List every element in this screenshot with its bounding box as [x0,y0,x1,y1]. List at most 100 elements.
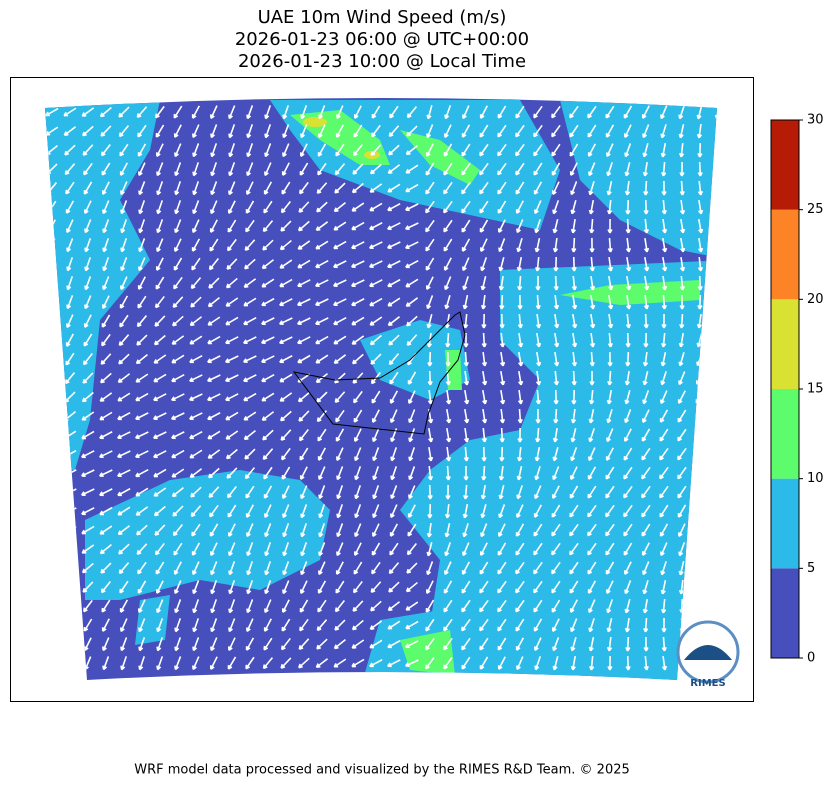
wind-arrow [427,389,434,405]
colorbar-segment [771,389,799,479]
wind-arrow [371,390,381,404]
wind-arrow [464,389,470,405]
wind-arrow [588,181,595,196]
wind-arrow [479,580,489,594]
wind-arrow [462,276,469,291]
wind-arrow [462,523,469,538]
wind-arrow [153,373,167,383]
wind-arrow [588,408,595,424]
wind-arrow [261,373,275,383]
wind-arrow [696,523,704,538]
wind-arrow [154,295,165,309]
wind-arrow [64,144,76,156]
wind-arrow [660,542,668,557]
wind-arrow [225,355,239,364]
wind-arrow [479,238,488,252]
wind-arrow [589,237,595,253]
wind-arrow [351,241,365,250]
wind-arrow [65,656,74,670]
wind-arrow [192,181,200,196]
wind-arrow [118,106,130,118]
wind-arrow [227,200,236,214]
wind-arrow [624,162,631,177]
wind-arrow [334,182,346,194]
wind-arrow [81,430,95,440]
wind-arrow [47,371,57,385]
wind-arrow [45,507,59,516]
wind-arrow [173,276,183,290]
wind-arrow [516,256,523,272]
colorbar: 0 5 10 15 20 25 30 [770,113,824,666]
wind-arrow [135,450,149,459]
wind-arrow [174,656,182,671]
wind-arrow [45,488,59,497]
wind-arrow [279,355,293,364]
wind-arrow [189,335,203,345]
wind-arrow [607,370,613,386]
wind-arrow [264,580,272,595]
wind-arrow [606,199,613,215]
wind-arrow [408,466,416,481]
wind-arrow [155,561,165,575]
wind-arrow [588,618,595,633]
wind-arrow [369,202,383,212]
wind-arrow [243,317,257,326]
wind-arrow [553,389,559,405]
wind-arrow [641,485,651,499]
wind-arrow [606,162,613,177]
wind-arrow [443,162,453,176]
wind-arrow [369,222,383,231]
wind-arrow [207,374,221,383]
wind-arrow [300,124,308,139]
wind-arrow [189,449,203,459]
wind-arrow [174,162,182,177]
wind-arrow [264,599,272,614]
wind-arrow [697,161,703,177]
wind-arrow [226,485,237,499]
wind-arrow [246,580,254,595]
wind-arrow [64,163,76,176]
wind-arrow [480,504,487,519]
wind-arrow [156,162,164,177]
wind-arrow [315,240,329,250]
wind-arrow [461,162,471,176]
wind-arrow [190,277,202,290]
wind-arrow [551,618,560,632]
wind-arrow [479,105,488,119]
wind-arrow [606,618,613,633]
wind-arrow [605,105,615,119]
wind-arrow [644,275,650,291]
wind-arrow [351,202,365,212]
wind-arrow [83,314,92,328]
wind-arrow [623,124,632,138]
wind-arrow [279,239,292,251]
wind-arrow [279,336,293,345]
wind-arrow [625,218,631,234]
wind-arrow [63,507,77,516]
wind-arrow [623,542,633,556]
wind-arrow [551,580,561,594]
wind-arrow [65,200,75,214]
wind-arrow [624,180,631,196]
wind-arrow [245,200,255,214]
wind-arrow [369,260,383,269]
wind-arrow [553,408,559,424]
wind-arrow [589,332,596,348]
wind-arrow [695,504,704,518]
wind-arrow [608,294,614,310]
wind-arrow [207,355,221,364]
wind-arrow [551,143,561,157]
wind-arrow [137,580,147,594]
wind-arrow [45,563,59,573]
wind-arrow [102,200,110,215]
wind-arrow [315,335,329,345]
wind-arrow [679,294,685,310]
wind-arrow [227,637,236,651]
wind-arrow [315,221,329,231]
wind-arrow [446,427,452,443]
wind-arrow [225,411,239,421]
wind-arrow [517,332,524,348]
wind-arrow [65,181,75,195]
wind-arrow [660,142,667,158]
wind-arrow [659,466,669,480]
